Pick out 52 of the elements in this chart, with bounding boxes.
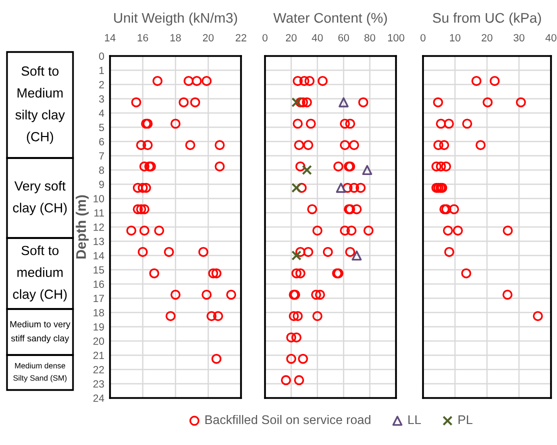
text: Soft to Medium silty clay (CH): [15, 66, 65, 144]
x-tick-label: 60: [338, 34, 349, 42]
x-tick-label: 20: [286, 34, 297, 42]
x-tick-label: 20: [202, 34, 214, 42]
y-tick-label: 2: [99, 81, 104, 88]
x-tick-label: 30: [514, 34, 524, 42]
x-tick-label: 10: [450, 34, 460, 42]
x-tick-label: 40: [545, 34, 556, 42]
y-tick-label: 9: [99, 180, 104, 188]
y-tick-label: 18: [94, 309, 104, 316]
y-tick-label: 5: [99, 124, 104, 132]
text: Medium to very stiff sandy clay: [10, 320, 70, 344]
y-tick-label: 3: [99, 95, 104, 103]
y-tick-label: 15: [94, 266, 104, 274]
x-tick-label: 0: [262, 34, 268, 42]
legend-label: LL: [408, 415, 421, 424]
y-tick-label: 0: [99, 52, 104, 60]
x-tick-label: 100: [388, 34, 404, 42]
x-tick-label: 14: [105, 34, 116, 42]
y-tick-label: 21: [93, 352, 104, 360]
x-tick-label: 22: [236, 34, 246, 42]
y-tick-label: 4: [98, 110, 104, 117]
y-tick-label: 16: [94, 280, 104, 288]
y-tick-label: 12: [94, 224, 104, 231]
y-tick-label: 6: [99, 138, 104, 146]
x-tick-label: 18: [170, 34, 181, 42]
legend-label: Backfilled Soil on service road: [205, 414, 370, 424]
legend-label: PL: [458, 415, 472, 424]
y-tick-label: 22: [93, 366, 104, 374]
y-tick-label: 17: [94, 294, 104, 302]
x-tick-label: 40: [312, 34, 323, 42]
y-tick-label: 7: [99, 152, 104, 160]
y-tick-label: 20: [93, 338, 104, 345]
chart-title: Su from UC (kPa): [432, 12, 541, 26]
y-tick-label: 19: [94, 323, 104, 331]
x-tick-label: 0: [420, 34, 426, 42]
text: Very soft clay (CH): [13, 180, 67, 216]
x-tick-label: 80: [364, 34, 376, 42]
y-tick-label: 10: [94, 195, 104, 202]
y-tick-label: 1: [99, 66, 104, 74]
y-tick-label: 8: [99, 166, 104, 174]
text: Soft to medium clay (CH): [13, 246, 67, 302]
chart-title: Water Content (%): [273, 12, 387, 26]
chart-title: Unit Weigth (kN/m3): [114, 12, 238, 26]
x-tick-label: 20: [482, 34, 492, 42]
y-tick-label: 23: [93, 380, 104, 388]
y-tick-label: 14: [94, 252, 104, 260]
y-tick-label: 24: [93, 394, 104, 402]
y-tick-label: 11: [94, 209, 104, 217]
x-tick-label: 16: [138, 34, 148, 42]
y-tick-label: 13: [94, 238, 104, 246]
y-axis-title: Depth (m): [76, 195, 89, 258]
